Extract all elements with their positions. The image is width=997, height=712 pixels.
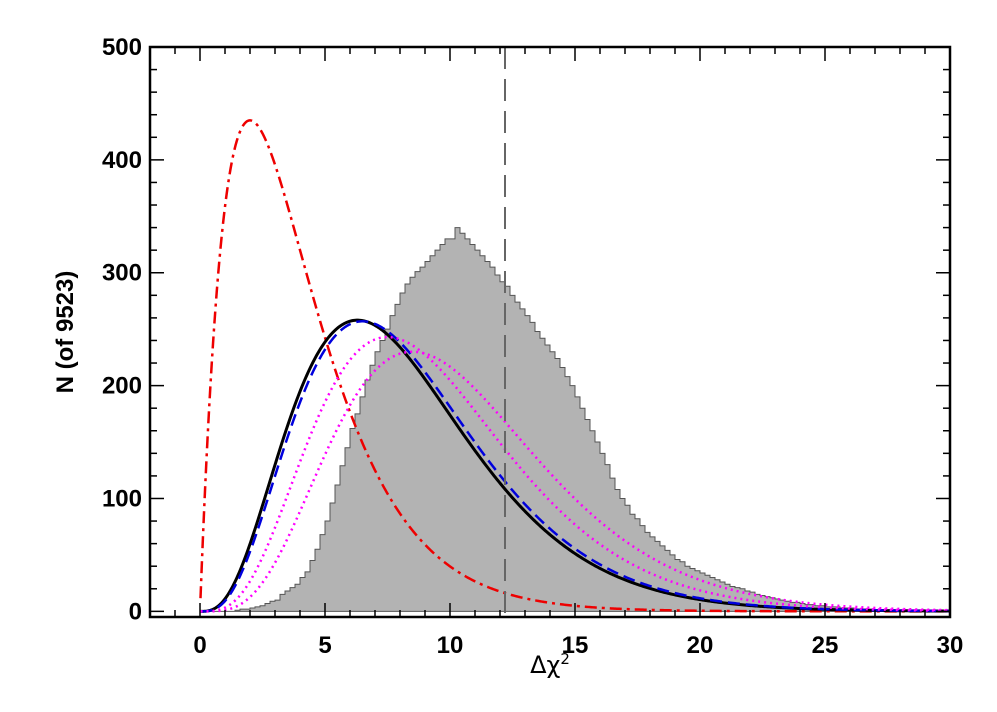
y-tick-label: 100 xyxy=(102,485,142,512)
x-axis-title-superscript: 2 xyxy=(560,650,570,668)
x-tick-label: 5 xyxy=(318,632,331,659)
y-tick-label: 300 xyxy=(102,260,142,287)
x-tick-label: 10 xyxy=(437,632,464,659)
x-axis-title-main: Δχ xyxy=(530,651,560,679)
y-tick-label: 500 xyxy=(102,34,142,61)
y-tick-label: 200 xyxy=(102,373,142,400)
x-tick-label: 0 xyxy=(193,632,206,659)
x-axis-title: Δχ2 xyxy=(530,650,570,679)
x-tick-label: 15 xyxy=(562,632,589,659)
x-tick-label: 20 xyxy=(687,632,714,659)
y-tick-label: 0 xyxy=(129,598,142,625)
model-curve-1 xyxy=(199,119,950,613)
x-tick-label: 30 xyxy=(937,632,964,659)
axis-ticks xyxy=(149,46,951,617)
y-tick-label: 400 xyxy=(102,147,142,174)
x-tick-label: 25 xyxy=(812,632,839,659)
y-axis-title: N (of 9523) xyxy=(52,271,79,394)
